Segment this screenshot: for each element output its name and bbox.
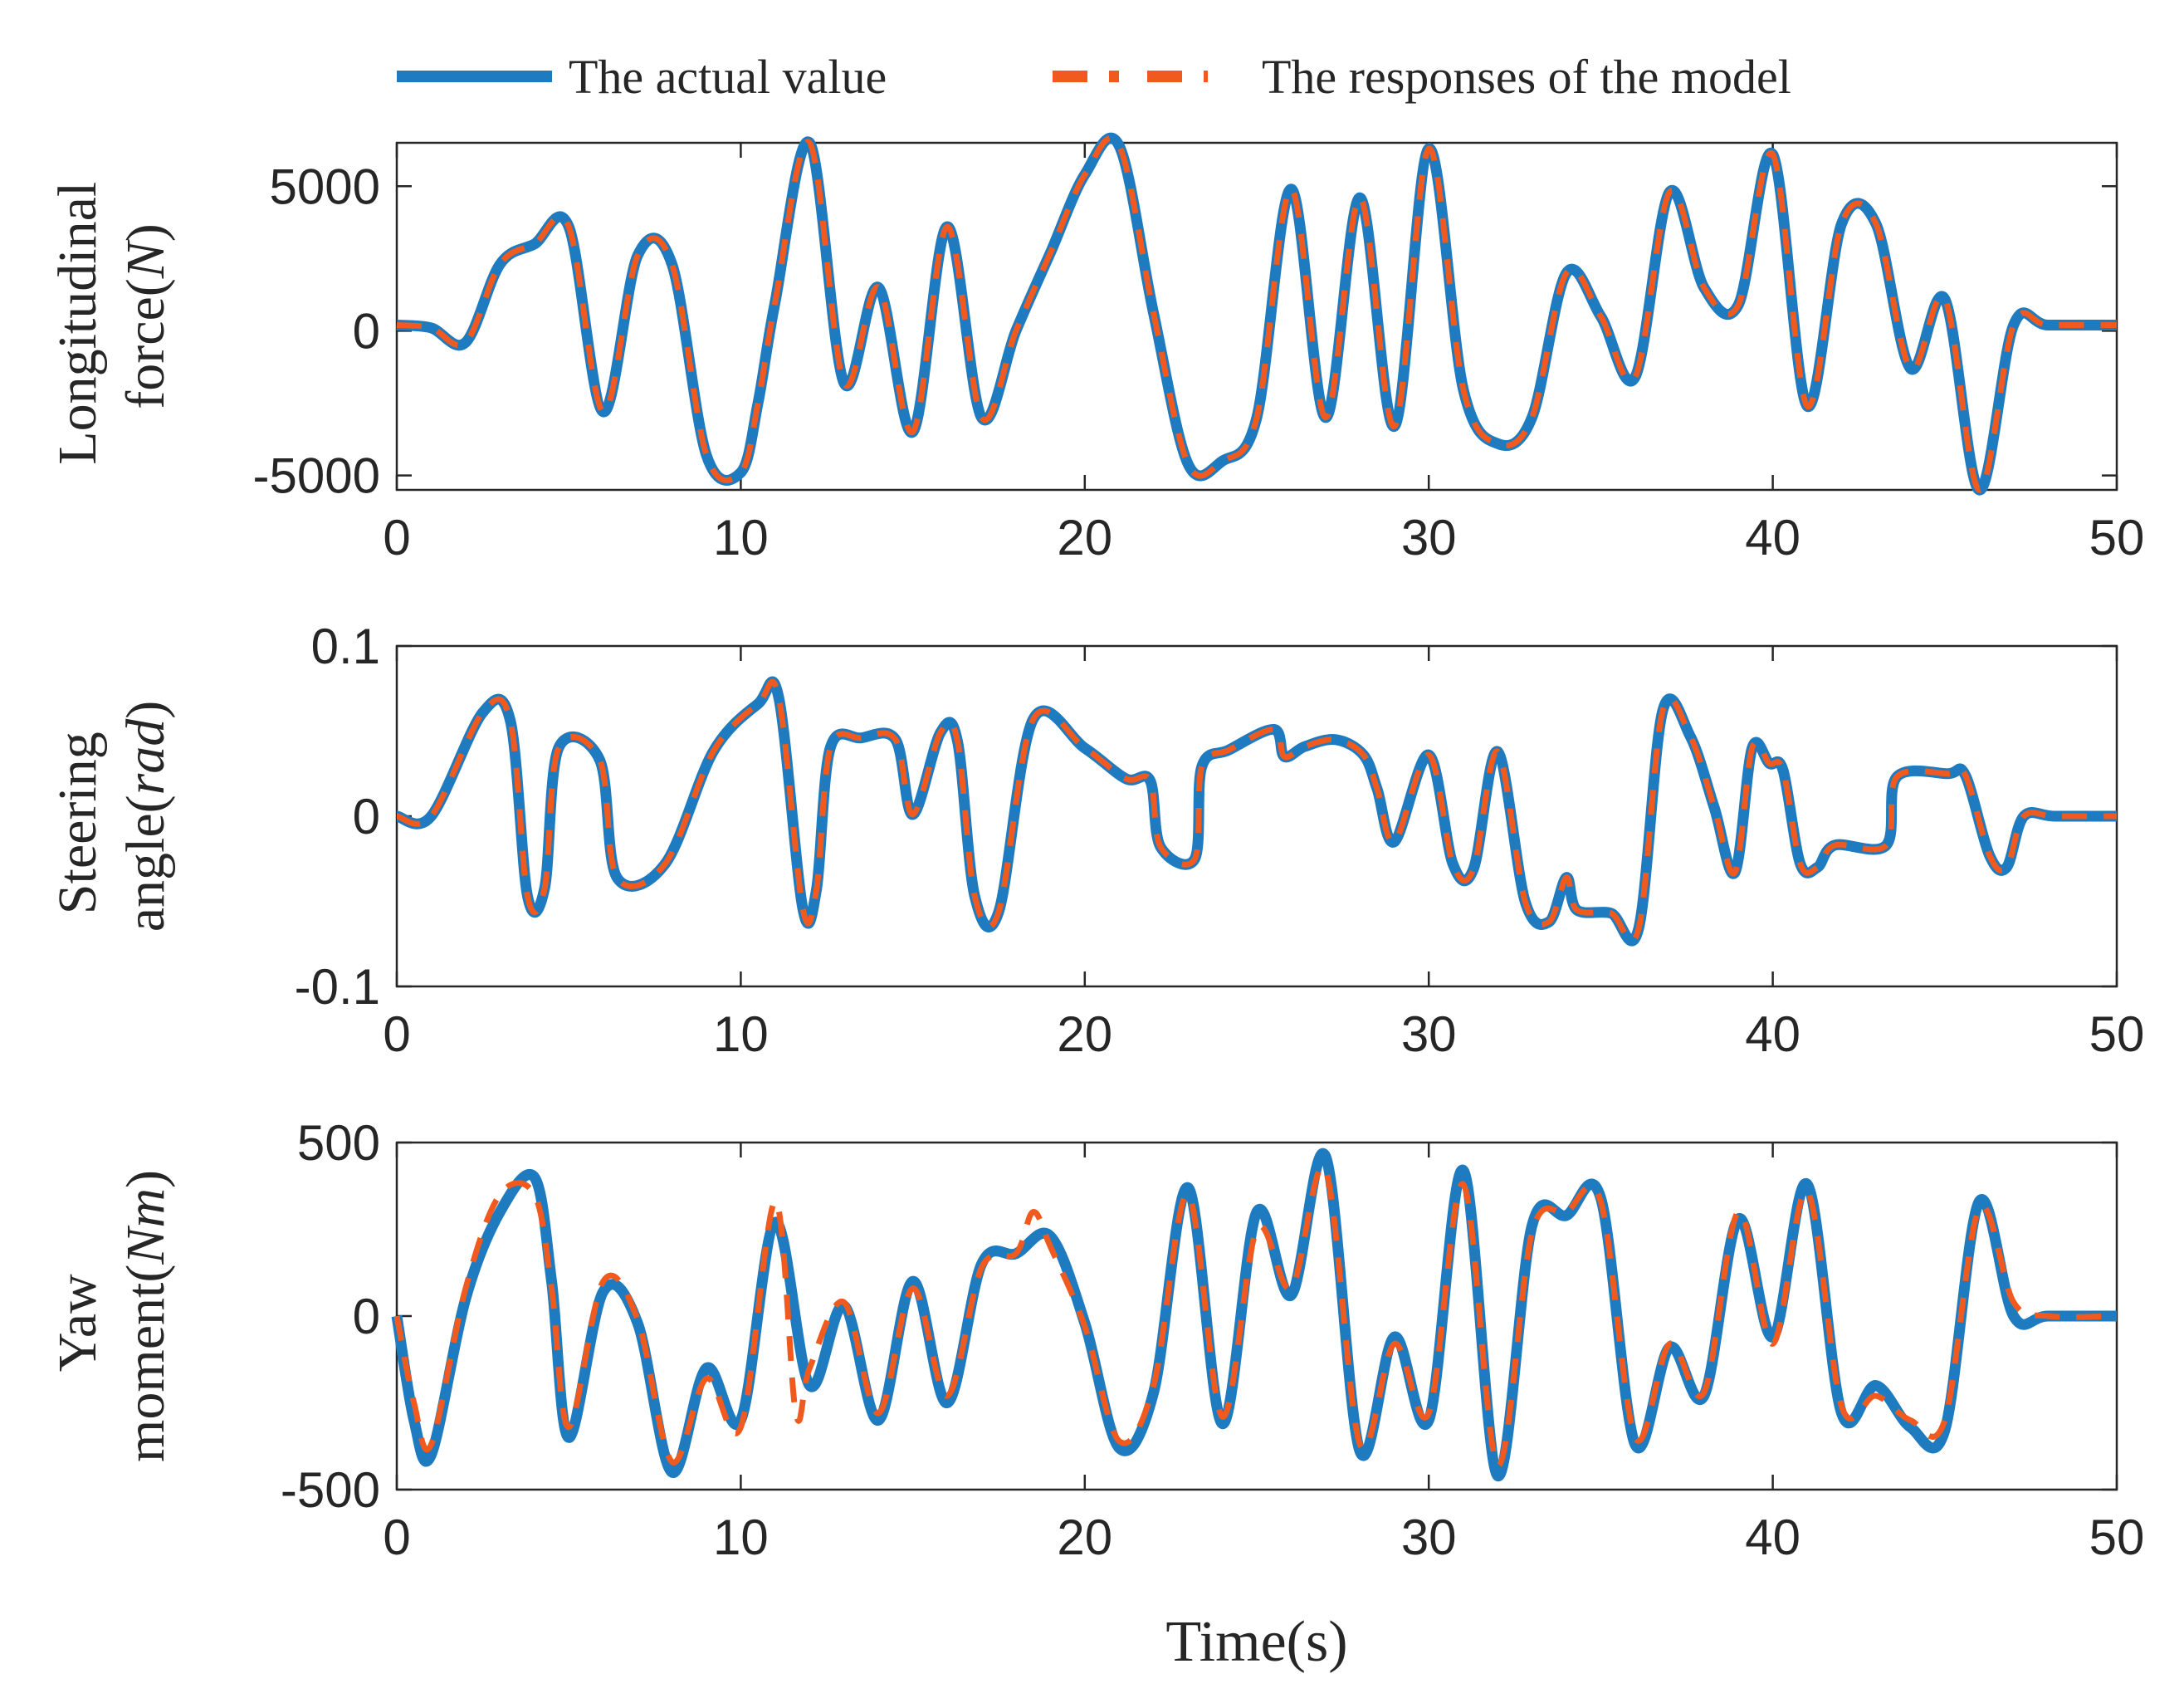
panel-yaw-moment: 0 10 20 30 40 50 5000-500 Yaw moment(Nm) Time… — [47, 1115, 2144, 1674]
x-tick-label: 20 — [1057, 1006, 1112, 1062]
series-model-response-line — [396, 135, 2117, 493]
series-lines — [395, 676, 2117, 947]
y-tick-label: 0 — [353, 303, 380, 359]
legend-model-label: The responses of the model — [1262, 50, 1791, 104]
series-actual-value-line — [396, 132, 2117, 496]
x-tick-label: 30 — [1401, 1006, 1457, 1062]
y-axis-label: Longitudinal force(N) — [47, 168, 176, 464]
legend: The actual value The responses of the mo… — [397, 50, 1791, 104]
y-tick-label: 0 — [353, 1289, 380, 1344]
x-tick-label: 20 — [1057, 1510, 1112, 1565]
y-axis-label-line1: Longitudinal — [47, 182, 108, 465]
x-tick-label: 10 — [713, 1510, 769, 1565]
x-tick-label: 40 — [1745, 1006, 1800, 1062]
series-lines — [391, 1148, 2118, 1481]
x-tick-label: 10 — [713, 510, 769, 565]
y-tick-labels: 500 0 -500 — [281, 1115, 380, 1518]
y-tick-label: 0 — [353, 789, 380, 844]
axis-ticks — [395, 1141, 2118, 1491]
y-axis-label-line2: force(N) — [115, 223, 176, 409]
y-axis-label-line2: angle(rad) — [115, 701, 176, 932]
axes-frame — [395, 1141, 2118, 1491]
y-tick-label: -500 — [281, 1462, 380, 1518]
series-actual-value-line — [391, 1148, 2117, 1481]
y-tick-label: -0.1 — [295, 959, 380, 1015]
series-model-response-line — [393, 1164, 2118, 1469]
series-lines — [396, 132, 2117, 496]
x-tick-label: 0 — [383, 1510, 410, 1565]
y-tick-label: 5000 — [270, 159, 380, 214]
y-tick-label: 0.1 — [311, 619, 380, 674]
axis-ticks — [395, 644, 2118, 988]
axes-frame — [395, 644, 2118, 988]
x-tick-labels: 0 10 20 30 40 50 — [383, 1510, 2144, 1565]
axis-ticks — [395, 143, 2118, 490]
y-tick-labels: 5000 0 -5000 — [253, 159, 380, 503]
x-tick-label: 50 — [2089, 1510, 2145, 1565]
x-tick-label: 10 — [713, 1006, 769, 1062]
series-model-response-line — [396, 678, 2117, 944]
x-tick-label: 0 — [383, 510, 410, 565]
x-tick-label: 30 — [1401, 1510, 1457, 1565]
x-axis-label: Time(s) — [1165, 1610, 1347, 1674]
x-tick-label: 20 — [1057, 510, 1112, 565]
y-tick-label: -5000 — [253, 448, 380, 504]
series-actual-value-line — [395, 676, 2117, 947]
x-tick-label: 40 — [1745, 510, 1800, 565]
panel-steering-angle: 0 10 20 30 40 50 0.10-0.1 Steering angle(rad) — [47, 619, 2144, 1062]
y-axis-label-line1: Yaw — [47, 1274, 108, 1372]
x-tick-labels: 0 10 20 30 40 50 — [383, 510, 2144, 565]
x-tick-label: 50 — [2089, 1006, 2145, 1062]
x-tick-label: 40 — [1745, 1510, 1800, 1565]
y-axis-label-line2: moment(Nm) — [115, 1170, 176, 1462]
y-axis-label: Yaw moment(Nm) — [47, 1170, 176, 1462]
axes-frame — [395, 141, 2118, 492]
x-tick-label: 0 — [383, 1006, 410, 1062]
y-axis-label: Steering angle(rad) — [47, 701, 176, 932]
x-tick-labels: 0 10 20 30 40 50 — [383, 1006, 2144, 1062]
x-tick-label: 30 — [1401, 510, 1457, 565]
x-tick-label: 50 — [2089, 510, 2145, 565]
y-axis-label-line1: Steering — [47, 732, 108, 914]
y-tick-labels: 0.1 0 -0.1 — [295, 619, 380, 1015]
y-tick-label: 500 — [297, 1115, 380, 1171]
legend-actual-label: The actual value — [569, 50, 887, 104]
